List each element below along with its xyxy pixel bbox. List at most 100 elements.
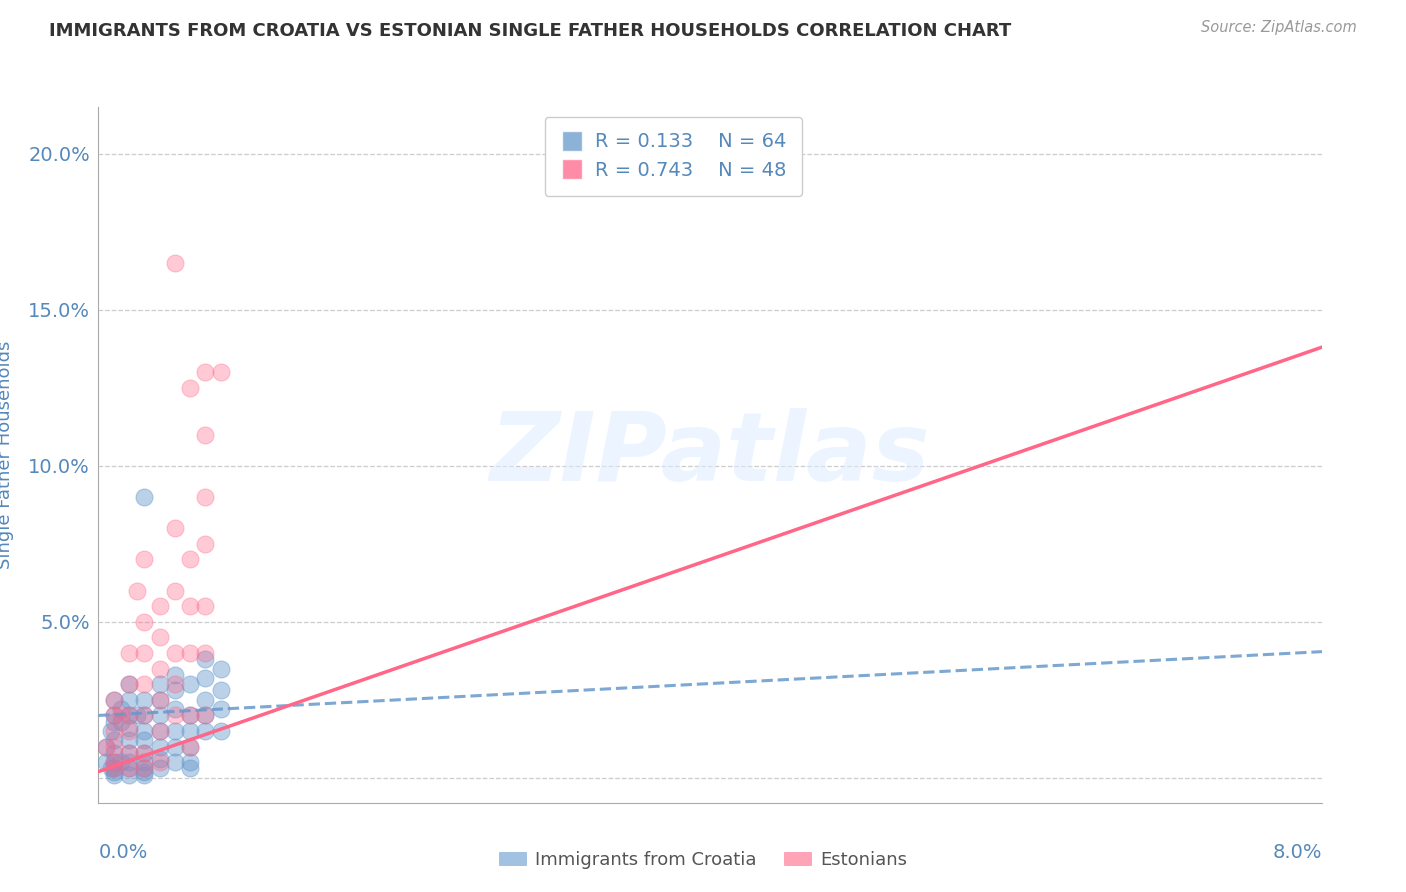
Point (149, 739, 172, 754)
Point (118, 756, 141, 770)
Point (103, 714, 125, 729)
Point (134, 677, 156, 691)
Point (149, 677, 172, 691)
Point (179, 739, 201, 754)
Point (118, 746, 141, 760)
Point (149, 708, 172, 723)
Point (134, 708, 156, 723)
Point (134, 746, 156, 760)
Point (134, 756, 156, 770)
Point (163, 683, 186, 698)
Point (118, 724, 141, 739)
Text: 8.0%: 8.0% (1272, 843, 1322, 862)
Point (110, 714, 132, 729)
Y-axis label: Single Father Households: Single Father Households (0, 341, 14, 569)
Point (103, 739, 125, 754)
Point (179, 381, 201, 395)
Point (209, 724, 232, 739)
Point (149, 762, 172, 776)
Point (149, 693, 172, 707)
Point (194, 427, 217, 442)
Point (194, 724, 217, 739)
Point (110, 756, 132, 770)
Point (103, 768, 125, 782)
Point (125, 583, 148, 598)
Point (118, 762, 141, 776)
Point (163, 702, 186, 716)
Text: IMMIGRANTS FROM CROATIA VS ESTONIAN SINGLE FATHER HOUSEHOLDS CORRELATION CHART: IMMIGRANTS FROM CROATIA VS ESTONIAN SING… (49, 22, 1011, 40)
Text: 0.0%: 0.0% (98, 843, 148, 862)
Point (163, 708, 186, 723)
Point (134, 490, 156, 504)
Point (94, 739, 117, 754)
Point (134, 762, 156, 776)
Point (118, 708, 141, 723)
Point (134, 724, 156, 739)
Point (103, 693, 125, 707)
Point (134, 762, 156, 776)
Point (134, 693, 156, 707)
Point (194, 599, 217, 614)
Point (194, 365, 217, 379)
Point (209, 662, 232, 676)
Point (118, 677, 141, 691)
Point (163, 724, 186, 739)
Point (94, 739, 117, 754)
Point (163, 256, 186, 270)
Point (179, 739, 201, 754)
Point (103, 708, 125, 723)
Point (194, 490, 217, 504)
Point (149, 693, 172, 707)
Point (179, 762, 201, 776)
Point (179, 708, 201, 723)
Point (163, 521, 186, 535)
Point (134, 708, 156, 723)
Point (134, 733, 156, 747)
Point (149, 662, 172, 676)
Point (118, 693, 141, 707)
Point (194, 708, 217, 723)
Point (179, 599, 201, 614)
Point (134, 646, 156, 660)
Point (134, 746, 156, 760)
Point (100, 762, 122, 776)
Point (179, 552, 201, 566)
Point (103, 762, 125, 776)
Point (194, 646, 217, 660)
Point (149, 752, 172, 766)
Point (194, 693, 217, 707)
Point (118, 746, 141, 760)
Point (194, 708, 217, 723)
Point (209, 702, 232, 716)
Point (149, 756, 172, 770)
Point (179, 677, 201, 691)
Point (103, 764, 125, 779)
Point (125, 708, 148, 723)
Legend: R = 0.133    N = 64, R = 0.743    N = 48: R = 0.133 N = 64, R = 0.743 N = 48 (544, 117, 801, 195)
Text: ZIPatlas: ZIPatlas (489, 409, 931, 501)
Point (163, 739, 186, 754)
Point (118, 708, 141, 723)
Point (118, 762, 141, 776)
Point (118, 733, 141, 747)
Point (179, 708, 201, 723)
Point (179, 756, 201, 770)
Point (94, 756, 117, 770)
Point (118, 721, 141, 735)
Point (103, 746, 125, 760)
Point (163, 646, 186, 660)
Point (149, 599, 172, 614)
Point (103, 724, 125, 739)
Point (163, 583, 186, 598)
Point (134, 615, 156, 629)
Point (149, 724, 172, 739)
Text: Source: ZipAtlas.com: Source: ZipAtlas.com (1201, 20, 1357, 35)
Point (100, 724, 122, 739)
Point (149, 631, 172, 645)
Point (149, 724, 172, 739)
Point (209, 683, 232, 698)
Point (134, 552, 156, 566)
Point (194, 671, 217, 685)
Point (163, 756, 186, 770)
Point (134, 768, 156, 782)
